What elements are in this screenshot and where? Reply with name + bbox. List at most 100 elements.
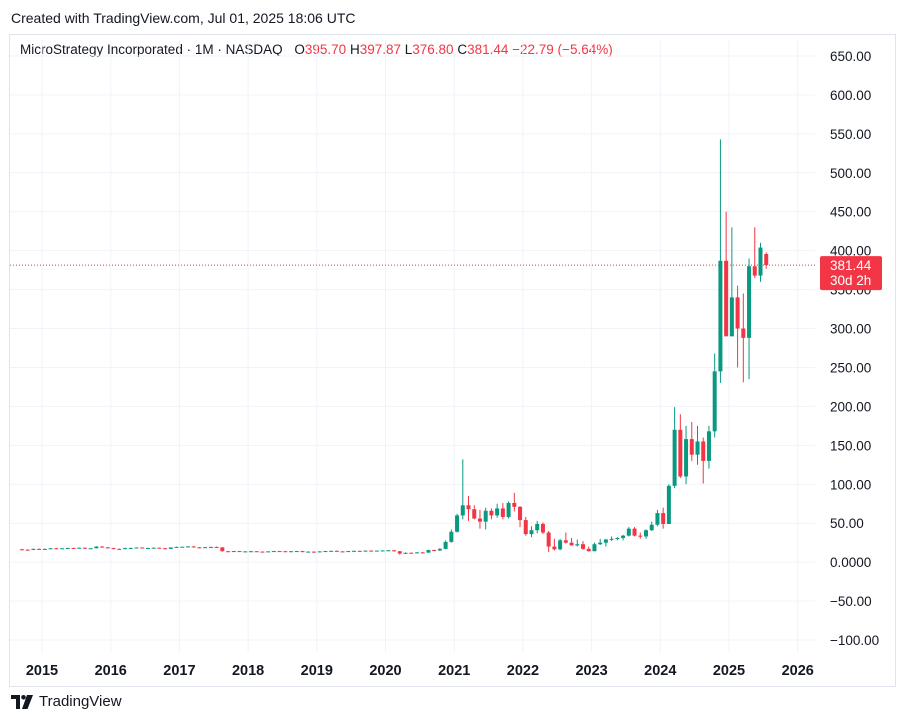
candle: [546, 530, 551, 553]
candle-body: [489, 510, 494, 516]
candle: [495, 503, 500, 518]
candle-body: [214, 546, 219, 548]
candle-body: [569, 542, 574, 546]
candle: [569, 537, 574, 546]
candle-body: [157, 547, 162, 549]
candle-body: [563, 540, 568, 543]
candle: [254, 551, 259, 553]
change-value: −22.79 (−5.64%): [512, 42, 613, 57]
candle-body: [758, 247, 763, 276]
candle: [426, 549, 431, 553]
candle-body: [666, 485, 671, 524]
candle: [25, 549, 30, 551]
y-tick-label: −50.00: [830, 594, 872, 609]
price-badge: 381.44 30d 2h: [820, 256, 882, 291]
candle-body: [329, 550, 334, 552]
candle: [151, 547, 156, 549]
y-tick-label: 300.00: [830, 322, 871, 337]
y-axis: 650.00600.00550.00500.00450.00400.00350.…: [830, 49, 879, 648]
candle-body: [701, 441, 706, 461]
candle-body: [128, 547, 133, 549]
x-tick-label: 2022: [507, 663, 539, 679]
x-tick-label: 2023: [575, 663, 607, 679]
candle-body: [237, 551, 242, 553]
low-value: 376.80: [412, 42, 454, 57]
candle-body: [197, 547, 202, 549]
candle: [168, 547, 173, 550]
candle: [552, 538, 557, 551]
candle-body: [145, 547, 150, 549]
candle-body: [518, 506, 523, 521]
candle: [724, 211, 729, 337]
candle-body: [655, 513, 660, 525]
price-badge-countdown: 30d 2h: [830, 273, 871, 288]
candle: [706, 425, 711, 469]
candle: [472, 505, 477, 520]
candle-body: [432, 550, 437, 552]
candle: [346, 550, 351, 553]
candle-body: [712, 371, 717, 432]
candle-body: [626, 528, 631, 536]
candle-body: [19, 549, 24, 551]
candle-body: [392, 550, 397, 552]
x-tick-label: 2025: [713, 663, 745, 679]
candle-body: [168, 547, 173, 549]
candle: [100, 546, 105, 548]
candle: [65, 547, 70, 549]
candle: [82, 547, 87, 549]
candle: [678, 414, 683, 479]
candle-body: [575, 544, 580, 546]
candle-body: [260, 551, 265, 553]
y-tick-label: 250.00: [830, 360, 871, 375]
candle: [185, 546, 190, 548]
candle-body: [226, 551, 231, 553]
candle: [638, 532, 643, 539]
candle-body: [495, 508, 500, 516]
candle-body: [317, 551, 322, 553]
candle: [523, 516, 528, 536]
candle: [689, 421, 694, 461]
candle: [117, 548, 122, 550]
candle: [592, 542, 597, 552]
candle: [764, 252, 769, 269]
candle-body: [500, 508, 505, 517]
candle-body: [208, 546, 213, 548]
candle: [105, 546, 110, 549]
candle-body: [506, 502, 511, 517]
candle: [403, 552, 408, 554]
candle-body: [117, 548, 122, 550]
candle-body: [581, 544, 586, 549]
candle-body: [718, 260, 723, 372]
candle-body: [689, 439, 694, 455]
candle-body: [729, 297, 734, 337]
candle-body: [254, 551, 259, 553]
candle-body: [752, 266, 757, 276]
candle-body: [747, 266, 752, 338]
candle: [386, 550, 391, 552]
candle-body: [632, 528, 637, 536]
close-value: 381.44: [467, 42, 509, 57]
candle: [752, 227, 757, 278]
candle: [237, 550, 242, 553]
candle: [231, 550, 236, 553]
candle-body: [37, 548, 42, 550]
candle-body: [615, 537, 620, 539]
candle-body: [443, 541, 448, 549]
tradingview-brand: TradingView: [39, 693, 122, 710]
candle: [157, 547, 162, 549]
candle: [54, 547, 59, 550]
candle-body: [523, 520, 528, 535]
candle: [123, 547, 128, 550]
candle-body: [414, 552, 419, 554]
candle: [60, 548, 65, 550]
candle-body: [191, 546, 196, 548]
candle: [19, 548, 24, 551]
candle: [529, 526, 534, 538]
candle-body: [741, 328, 746, 338]
candle-body: [31, 548, 36, 550]
candle: [443, 540, 448, 550]
candle: [506, 501, 511, 519]
candle: [758, 242, 763, 282]
candle-body: [54, 548, 59, 550]
